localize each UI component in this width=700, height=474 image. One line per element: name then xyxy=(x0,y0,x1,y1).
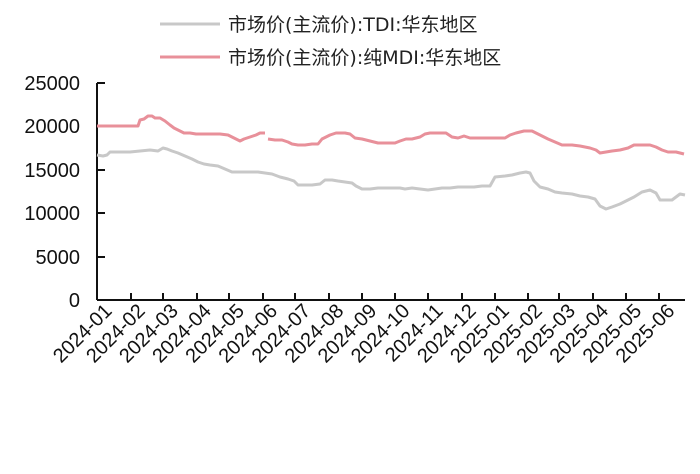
legend-label-tdi: 市场价(主流价):TDI:华东地区 xyxy=(228,14,477,36)
y-tick-label: 20000 xyxy=(24,116,80,138)
x-axis: 2024-012024-022024-032024-042024-052024-… xyxy=(49,293,685,367)
series-line-mdi-2 xyxy=(267,129,685,156)
y-tick-label: 10000 xyxy=(24,203,80,225)
y-tick-label: 0 xyxy=(69,290,80,312)
y-tick-label: 15000 xyxy=(24,160,80,182)
legend-label-mdi: 市场价(主流价):纯MDI:华东地区 xyxy=(228,47,501,69)
series-line-mdi-1 xyxy=(97,114,265,143)
legend-item-mdi: 市场价(主流价):纯MDI:华东地区 xyxy=(160,47,501,69)
legend-item-tdi: 市场价(主流价):TDI:华东地区 xyxy=(160,14,477,36)
y-axis: 25000 20000 15000 10000 5000 0 xyxy=(24,73,105,312)
series-line-tdi xyxy=(96,146,686,211)
y-tick-label: 25000 xyxy=(24,73,80,95)
legend: 市场价(主流价):TDI:华东地区 市场价(主流价):纯MDI:华东地区 xyxy=(160,14,501,69)
y-tick-label: 5000 xyxy=(36,247,81,269)
